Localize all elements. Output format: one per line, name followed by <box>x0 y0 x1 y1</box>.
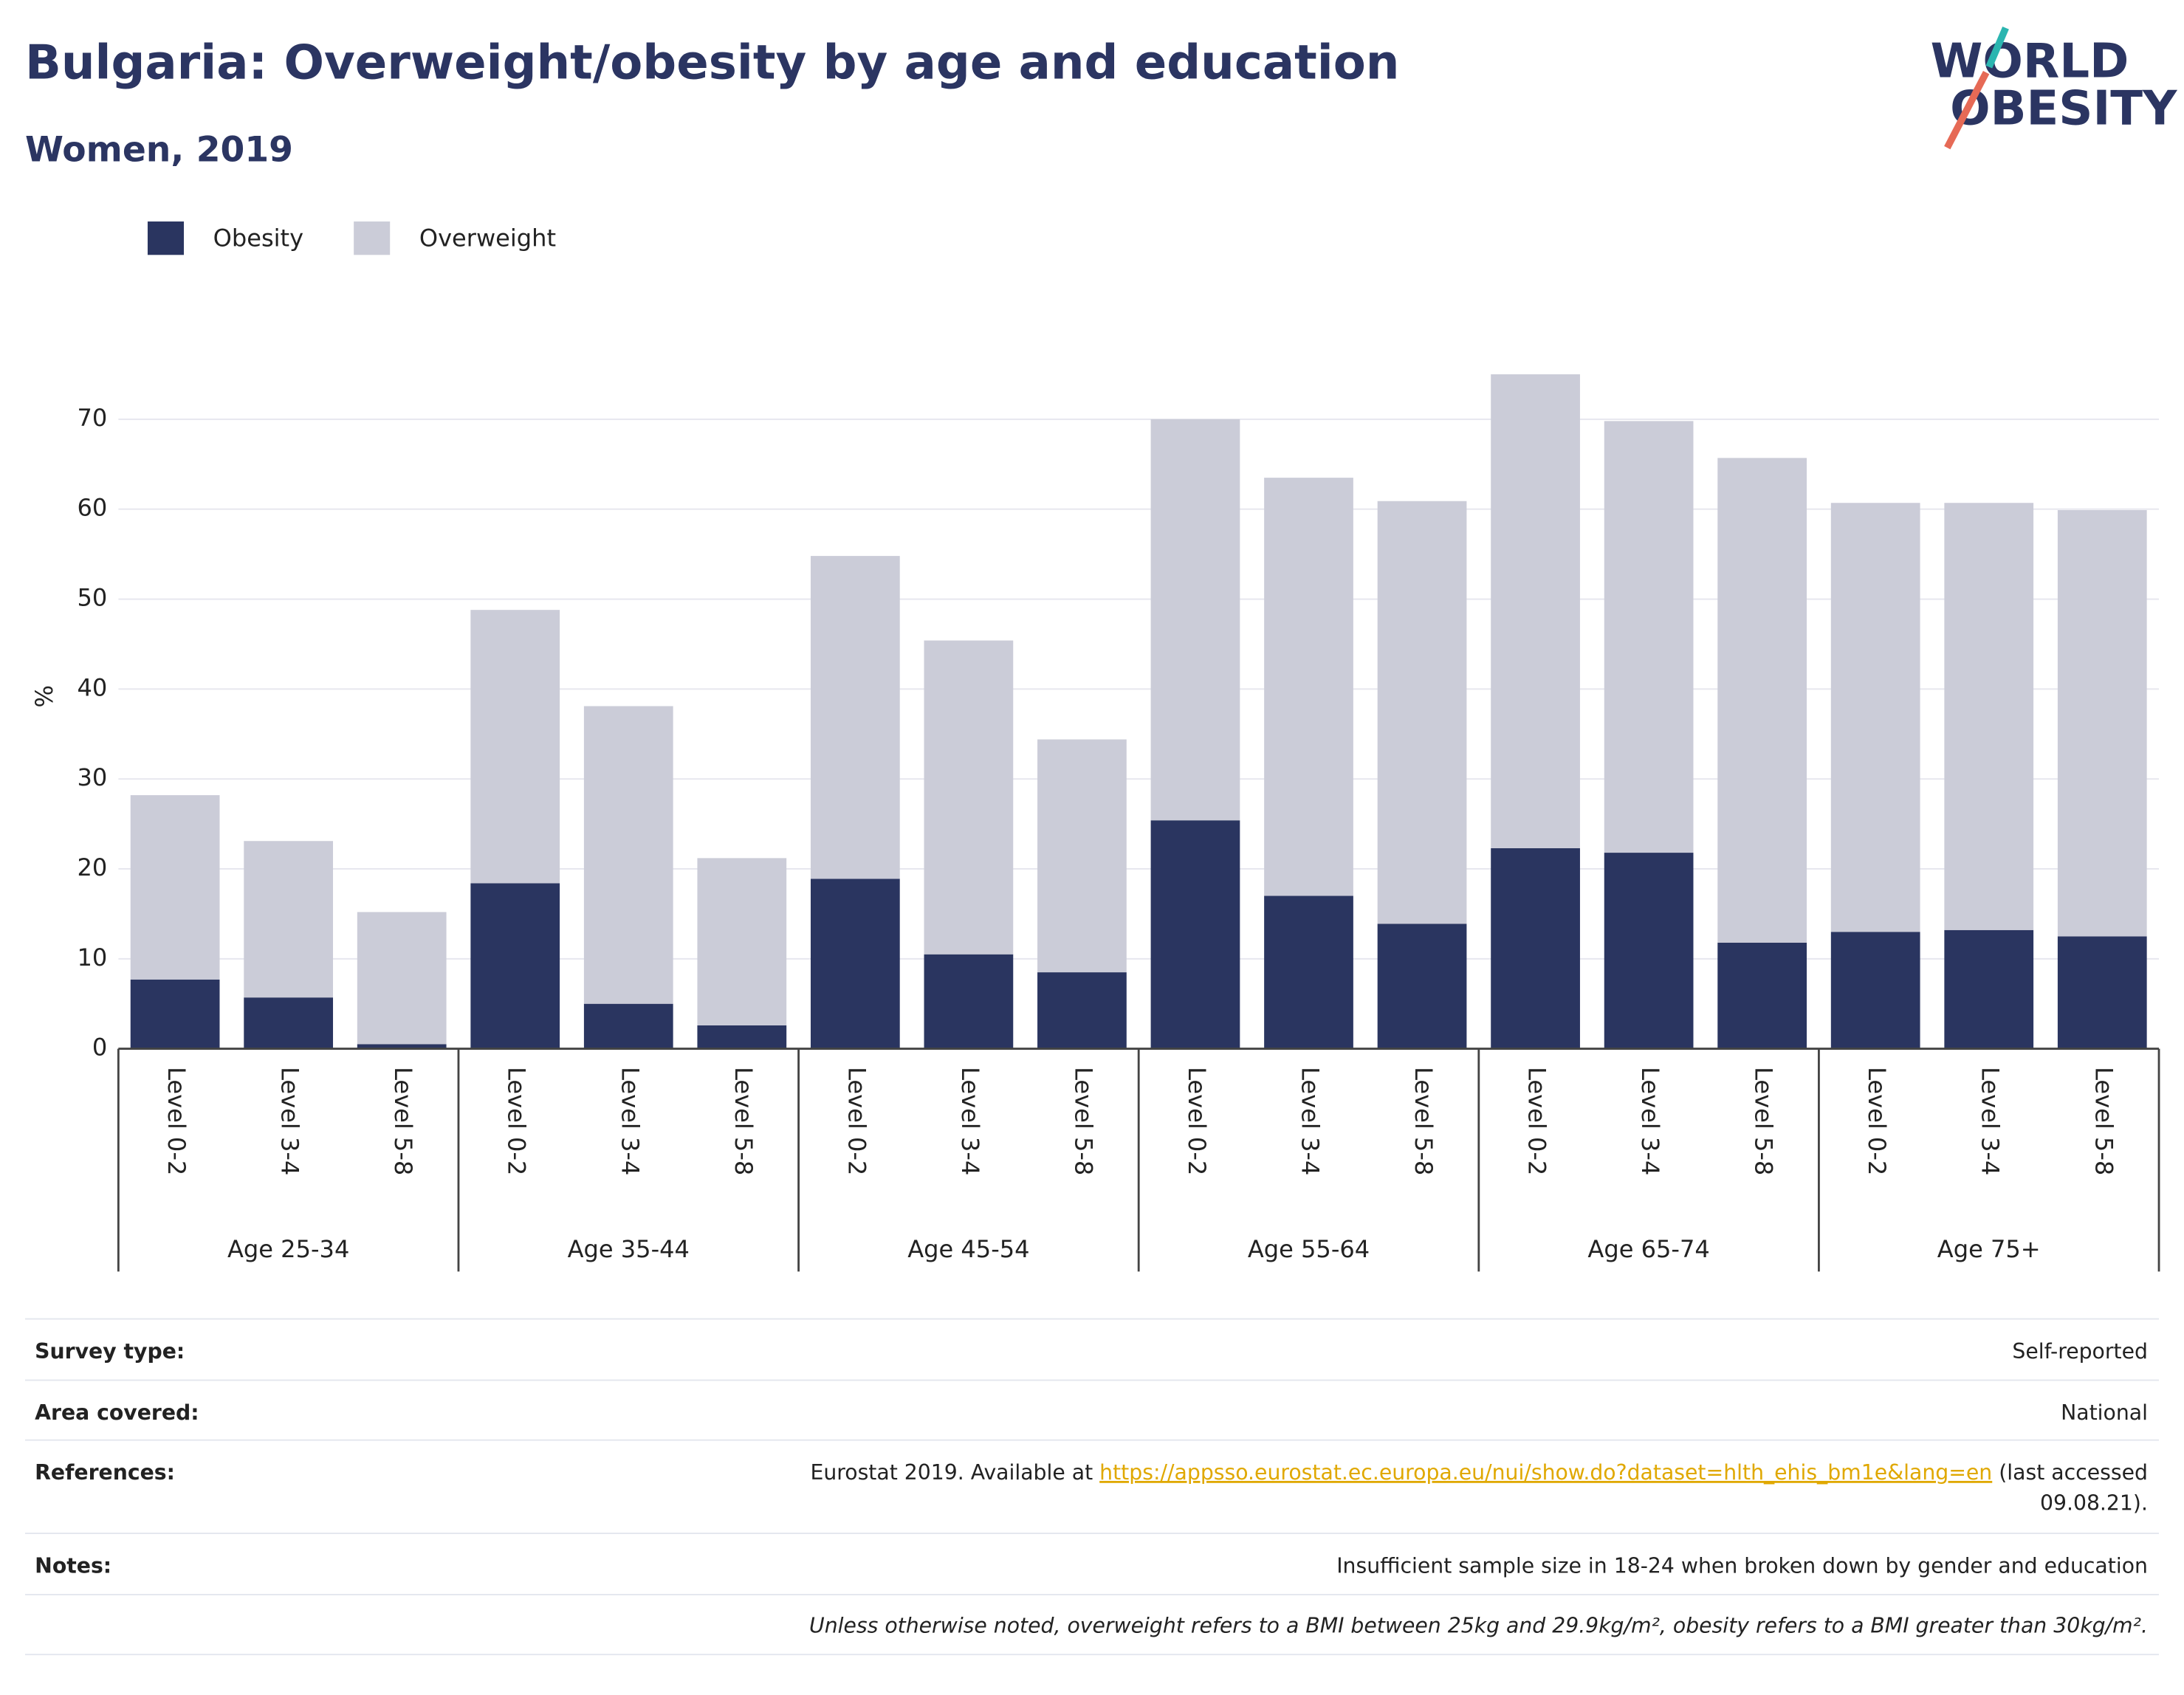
bar-segment <box>1377 924 1467 1049</box>
bar-segment <box>1944 503 2034 930</box>
x-tick-label: Level 5-8 <box>389 1067 417 1175</box>
x-tick-label: Level 0-2 <box>1183 1067 1211 1175</box>
bar-segment <box>357 1044 447 1049</box>
bar-segment <box>1604 853 1694 1049</box>
bar-segment <box>1150 419 1240 821</box>
footer-label: Survey type: <box>35 1339 185 1364</box>
bar-segment <box>244 841 334 998</box>
group-label: Age 35-44 <box>568 1235 690 1263</box>
group-label: Age 45-54 <box>907 1235 1029 1263</box>
x-tick-label: Level 5-8 <box>1750 1067 1778 1175</box>
logo-text: WORLD <box>1931 33 2129 89</box>
legend-swatch <box>354 221 391 255</box>
y-tick-label: 70 <box>77 404 107 432</box>
bar-segment <box>924 954 1014 1049</box>
x-tick-label: Level 3-4 <box>956 1067 984 1175</box>
x-tick-label: Level 3-4 <box>276 1067 304 1175</box>
y-tick-label: 40 <box>77 673 107 701</box>
logo-text: OBESITY <box>1950 81 2178 137</box>
footer-value: National <box>2061 1400 2148 1425</box>
footer-label: Notes: <box>35 1553 111 1578</box>
bar-segment <box>1264 478 1353 896</box>
reference-link[interactable]: https://appsso.eurostat.ec.europa.eu/nui… <box>1099 1460 1992 1485</box>
bar-segment <box>810 556 900 879</box>
y-tick-label: 30 <box>77 763 107 791</box>
legend-label: Obesity <box>213 224 303 252</box>
bar-segment <box>583 706 673 1004</box>
bar-segment <box>357 912 447 1045</box>
footer-label: Area covered: <box>35 1400 199 1425</box>
bar-segment <box>244 997 334 1049</box>
bar-segment <box>697 1025 787 1049</box>
bar-segment <box>1944 929 2034 1049</box>
footer-label: References: <box>35 1460 175 1485</box>
y-tick-label: 50 <box>77 584 107 612</box>
x-tick-label: Level 5-8 <box>729 1067 758 1175</box>
chart-title: Bulgaria: Overweight/obesity by age and … <box>25 35 1400 90</box>
x-tick-label: Level 0-2 <box>1863 1067 1891 1175</box>
bar-segment <box>583 1003 673 1049</box>
group-label: Age 75+ <box>1937 1235 2041 1263</box>
bar-segment <box>1377 501 1467 924</box>
bar-segment <box>2057 509 2147 937</box>
y-tick-label: 0 <box>92 1034 107 1062</box>
group-label: Age 25-34 <box>227 1235 349 1263</box>
y-tick-label: 10 <box>77 943 107 972</box>
x-tick-label: Level 3-4 <box>1977 1067 2005 1175</box>
bar-segment <box>1491 848 1580 1049</box>
bar-segment <box>1830 503 1920 932</box>
bar-segment <box>1037 972 1127 1049</box>
bar-segment <box>1830 932 1920 1049</box>
bar-segment <box>1150 820 1240 1049</box>
y-tick-label: 60 <box>77 494 107 522</box>
x-tick-label: Level 5-8 <box>2089 1067 2118 1175</box>
chart-subtitle: Women, 2019 <box>25 130 293 171</box>
bar-segment <box>697 858 787 1025</box>
logo-slash <box>1944 71 1990 150</box>
bar-segment <box>810 879 900 1049</box>
bar-segment <box>130 795 220 980</box>
legend-label: Overweight <box>419 224 556 252</box>
x-tick-label: Level 3-4 <box>1636 1067 1664 1175</box>
bar-segment <box>1491 374 1580 848</box>
x-tick-label: Level 0-2 <box>1523 1067 1551 1175</box>
group-label: Age 65-74 <box>1587 1235 1709 1263</box>
x-tick-label: Level 0-2 <box>842 1067 870 1175</box>
bar-segment <box>470 610 560 884</box>
bar-segment <box>1037 739 1127 973</box>
x-tick-label: Level 3-4 <box>1297 1067 1325 1175</box>
bar-segment <box>470 883 560 1049</box>
y-tick-label: 20 <box>77 853 107 881</box>
footer-value: Insufficient sample size in 18-24 when b… <box>1336 1553 2148 1578</box>
footer-value: 09.08.21). <box>2040 1491 2148 1515</box>
x-tick-label: Level 0-2 <box>162 1067 190 1175</box>
bar-segment <box>2057 936 2147 1049</box>
bar-segment <box>1717 942 1807 1049</box>
footer-text: (last accessed <box>1992 1460 2148 1485</box>
footer-note: Unless otherwise noted, overweight refer… <box>809 1613 2148 1637</box>
bar-segment <box>924 640 1014 955</box>
x-tick-label: Level 3-4 <box>616 1067 644 1175</box>
bar-segment <box>1717 458 1807 943</box>
y-axis-label: % <box>30 685 58 707</box>
bar-segment <box>1264 895 1353 1049</box>
x-tick-label: Level 0-2 <box>503 1067 531 1175</box>
logo-slash <box>1985 26 2009 69</box>
bar-segment <box>130 979 220 1049</box>
legend-swatch <box>147 221 185 255</box>
footer-value: Eurostat 2019. Available at https://apps… <box>810 1460 2147 1485</box>
x-tick-label: Level 5-8 <box>1069 1067 1097 1175</box>
footer-text: Eurostat 2019. Available at <box>810 1460 1099 1485</box>
x-tick-label: Level 5-8 <box>1409 1067 1438 1175</box>
footer-value: Self-reported <box>2012 1339 2148 1364</box>
group-label: Age 55-64 <box>1248 1235 1370 1263</box>
bar-segment <box>1604 421 1694 853</box>
